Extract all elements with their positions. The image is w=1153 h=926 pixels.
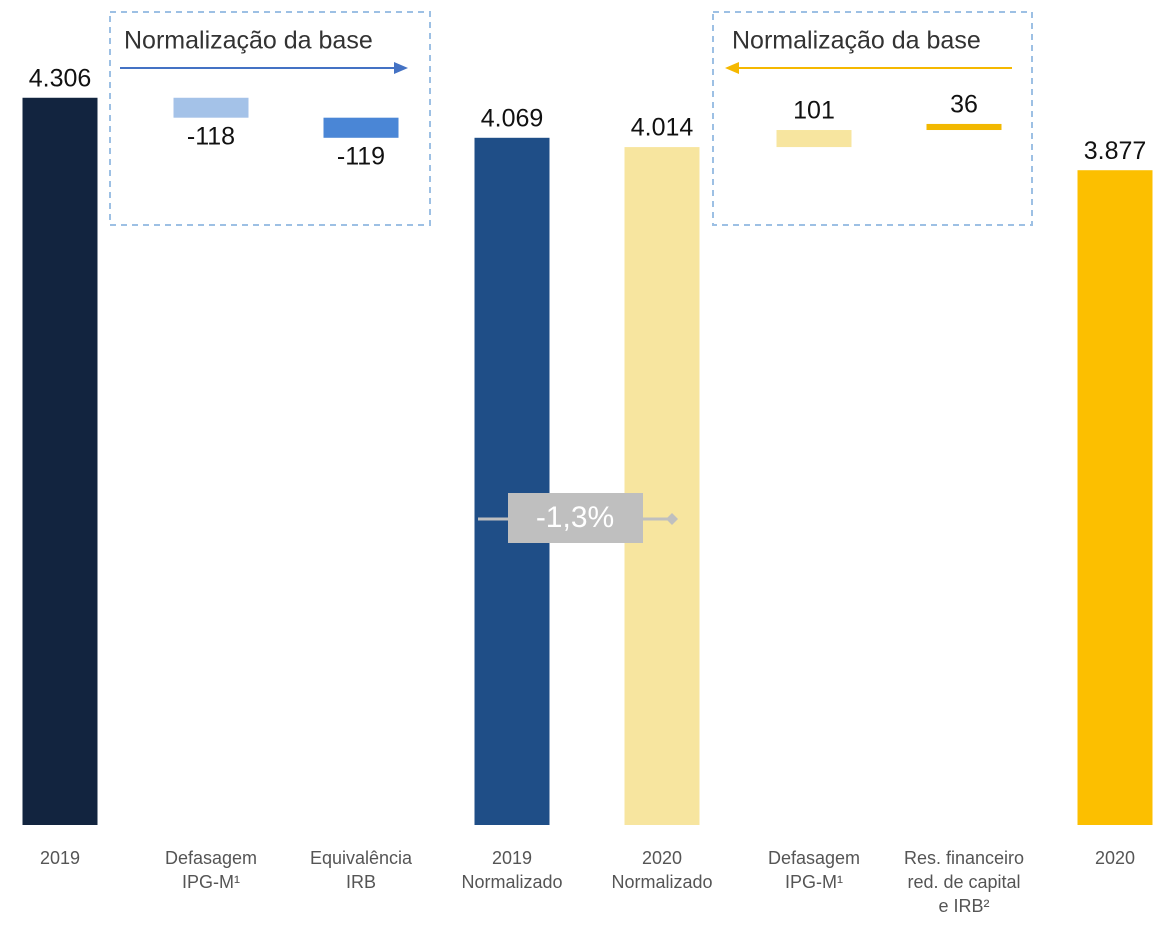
x-tick-label: IPG-M¹ [182, 872, 240, 892]
bar [776, 130, 852, 148]
x-tick-label: 2019 [40, 848, 80, 868]
growth-marker [666, 513, 678, 525]
x-tick-label: IPG-M¹ [785, 872, 843, 892]
x-tick-label: Defasagem [165, 848, 257, 868]
x-tick-label: Defasagem [768, 848, 860, 868]
bar [22, 97, 98, 825]
value-label: -118 [187, 122, 235, 150]
x-tick-label: Normalizado [461, 872, 562, 892]
arrow-head [394, 62, 408, 74]
value-label: 4.069 [481, 104, 544, 132]
value-label: 3.877 [1084, 137, 1147, 165]
bar [926, 123, 1002, 131]
value-label: 4.014 [631, 114, 694, 142]
value-label: 4.306 [29, 64, 92, 92]
annotation: Normalização da base [732, 27, 981, 55]
x-tick-label: 2019 [492, 848, 532, 868]
x-tick-label: red. de capital [907, 872, 1020, 892]
growth-label: -1,3% [536, 501, 614, 534]
x-tick-label: Equivalência [310, 848, 413, 868]
bar [624, 147, 700, 825]
bar [1077, 170, 1153, 825]
bracket-box [109, 11, 431, 226]
arrow-head [725, 62, 739, 74]
x-tick-label: 2020 [1095, 848, 1135, 868]
x-tick-label: IRB [346, 872, 376, 892]
bar [474, 137, 550, 825]
value-label: 36 [950, 91, 978, 119]
bracket-box [712, 11, 1033, 226]
value-label: -119 [337, 142, 385, 170]
x-tick-label: Normalizado [611, 872, 712, 892]
growth-box [508, 493, 643, 543]
annotation: Normalização da base [124, 27, 373, 55]
value-label: 101 [793, 97, 835, 125]
bar [173, 97, 249, 118]
x-tick-label: Res. financeiro [904, 848, 1024, 868]
x-tick-label: 2020 [642, 848, 682, 868]
bar [323, 117, 399, 138]
x-tick-label: e IRB² [938, 896, 989, 916]
